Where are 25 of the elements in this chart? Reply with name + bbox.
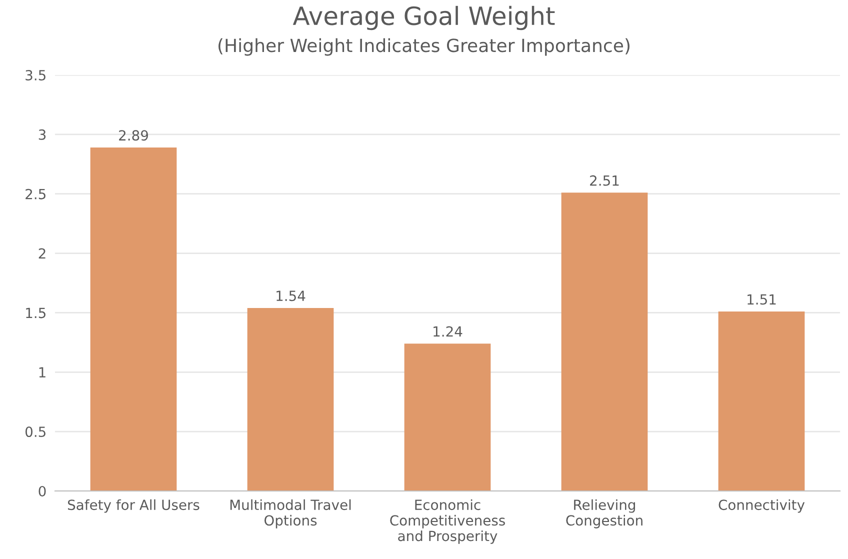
x-tick-label: Connectivity (718, 499, 805, 513)
bar (718, 312, 805, 491)
x-tick-label: Economic Competitiveness and Prosperity (390, 499, 505, 544)
data-label: 2.89 (119, 130, 148, 141)
y-tick-label: 3 (38, 129, 46, 140)
y-tick-label: 0.5 (25, 426, 46, 438)
x-tick-label: Relieving Congestion (566, 499, 642, 528)
y-tick-label: 2 (38, 248, 46, 259)
data-label: 1.51 (748, 294, 776, 305)
bar (561, 192, 648, 491)
bar (404, 344, 491, 491)
x-tick-label: Multimodal Travel Options (230, 499, 351, 528)
data-label: 1.24 (434, 326, 462, 337)
data-label: 1.54 (276, 290, 306, 302)
chart-subtitle: (Higher Weight Indicates Greater Importance) (218, 38, 630, 56)
y-tick-label: 1.5 (26, 308, 46, 318)
chart-title: Average Goal Weight (292, 6, 555, 30)
x-tick-label: Safety for All Users (68, 499, 200, 513)
data-label: 2.51 (590, 175, 619, 186)
y-tick-label: 2.5 (26, 188, 46, 200)
y-tick-label: 1 (39, 367, 46, 378)
y-tick-label: 0 (38, 486, 46, 496)
bar (247, 308, 334, 491)
bar (90, 148, 177, 491)
y-tick-label: 3.5 (26, 70, 46, 80)
